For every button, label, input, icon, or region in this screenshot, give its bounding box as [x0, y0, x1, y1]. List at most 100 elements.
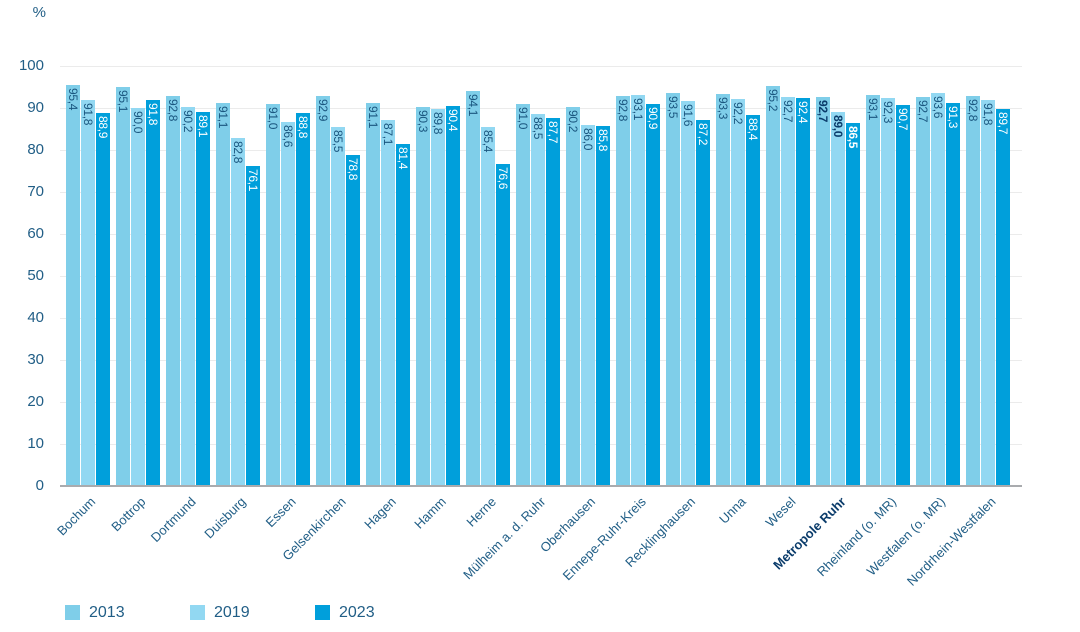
- bar-value-label: 85,4: [481, 130, 495, 153]
- bar-value-label: 91,6: [681, 104, 695, 127]
- bar-2019: 90,0: [131, 108, 145, 486]
- bar-value-label: 92,7: [916, 99, 930, 122]
- bar-value-label: 92,8: [966, 99, 980, 122]
- bar-2013: 92,7: [816, 96, 830, 486]
- bar-2023: 76,1: [246, 166, 260, 486]
- legend-label-2019: 2019: [214, 604, 250, 621]
- bar-2023: 76,6: [496, 164, 510, 486]
- bar-value-label: 76,6: [496, 167, 510, 190]
- bar-value-label: 92,3: [881, 101, 895, 124]
- bar-value-label: 91,0: [516, 106, 530, 129]
- bar-value-label: 85,5: [331, 129, 345, 153]
- bar-value-label: 78,8: [346, 158, 360, 181]
- bar-value-label: 90,2: [181, 110, 195, 133]
- bar-value-label: 92,9: [316, 98, 330, 121]
- bar-2023: 81,4: [396, 144, 410, 486]
- bar-value-label: 89,1: [196, 114, 210, 137]
- bar-value-label: 86,6: [281, 125, 295, 148]
- bar-value-label: 88,4: [746, 117, 760, 140]
- bar-2023: 90,7: [896, 105, 910, 486]
- bar-2013: 91,0: [516, 103, 530, 486]
- bar-value-label: 95,1: [116, 89, 130, 112]
- bar-value-label: 92,7: [781, 99, 795, 122]
- bar-2023: 88,4: [746, 114, 760, 486]
- legend: 2013 2019 2023: [0, 604, 1080, 626]
- bar-value-label: 92,2: [731, 101, 745, 124]
- bar-value-label: 90,7: [896, 108, 910, 131]
- bar-2019: 92,3: [881, 98, 895, 486]
- bar-value-label: 90,9: [646, 107, 660, 130]
- bar-2019: 90,2: [181, 107, 195, 486]
- bar-value-label: 93,6: [931, 95, 945, 119]
- x-axis-label: Wesel: [762, 494, 799, 530]
- bar-2013: 94,1: [466, 90, 480, 486]
- bar-value-label: 91,8: [146, 103, 160, 126]
- bar-2023: 85,8: [596, 125, 610, 486]
- bar-value-label: 92,7: [816, 99, 830, 122]
- bar-value-label: 89,7: [996, 112, 1010, 135]
- x-axis-label: Unna: [716, 494, 749, 527]
- x-axis-label: Hagen: [360, 494, 399, 532]
- bar-2019: 88,5: [531, 114, 545, 486]
- x-axis-label: Nordrhein-Westfalen: [903, 494, 999, 589]
- bar-2013: 93,5: [666, 93, 680, 486]
- bar-value-label: 86,5: [846, 125, 860, 148]
- bar-2013: 92,8: [166, 96, 180, 486]
- bar-2013: 90,3: [416, 106, 430, 486]
- bar-2013: 90,2: [566, 107, 580, 486]
- bar-value-label: 87,2: [696, 122, 710, 145]
- bar-2023: 89,7: [996, 109, 1010, 486]
- bar-2019: 93,6: [931, 92, 945, 486]
- bar-value-label: 92,4: [796, 100, 810, 124]
- bar-2023: 78,8: [346, 155, 360, 486]
- y-tick-label: 90: [27, 99, 44, 116]
- bar-value-label: 93,1: [631, 97, 645, 121]
- bar-2019: 91,8: [81, 100, 95, 486]
- bar-2019: 92,7: [781, 96, 795, 486]
- legend-swatch-2019: [190, 605, 205, 620]
- bar-2019: 91,8: [981, 100, 995, 486]
- bar-2013: 91,0: [266, 103, 280, 486]
- bar-value-label: 90,4: [446, 109, 460, 132]
- bar-2023: 88,9: [96, 112, 110, 486]
- bar-2023: 90,4: [446, 106, 460, 486]
- bar-value-label: 94,1: [466, 93, 480, 116]
- bar-2019: 82,8: [231, 138, 245, 486]
- bar-value-label: 89,8: [431, 111, 445, 134]
- bar-value-label: 76,1: [246, 169, 260, 192]
- bar-2013: 92,8: [616, 96, 630, 486]
- bar-value-label: 86,0: [581, 127, 595, 150]
- x-axis-line: [60, 485, 1022, 487]
- bar-2013: 92,9: [316, 95, 330, 486]
- y-tick-label: 50: [27, 267, 44, 284]
- legend-swatch-2013: [65, 605, 80, 620]
- bar-value-label: 90,0: [131, 111, 145, 134]
- bar-2023: 87,2: [696, 119, 710, 486]
- bar-2019: 91,6: [681, 101, 695, 486]
- bar-2019: 85,4: [481, 127, 495, 486]
- bar-2019: 86,6: [281, 122, 295, 486]
- bar-2019: 89,0: [831, 112, 845, 486]
- y-tick-label: 40: [27, 309, 44, 326]
- bar-value-label: 93,5: [666, 96, 680, 119]
- bar-2013: 93,1: [866, 94, 880, 486]
- bar-2013: 95,1: [116, 86, 130, 486]
- bar-value-label: 91,8: [981, 103, 995, 126]
- bar-value-label: 89,0: [831, 115, 845, 138]
- y-tick-label: 0: [35, 477, 44, 494]
- gridline: [60, 66, 1022, 67]
- bar-2013: 93,3: [716, 94, 730, 486]
- bar-2019: 85,5: [331, 126, 345, 486]
- bar-value-label: 91,3: [946, 105, 960, 128]
- x-axis-label: Essen: [262, 494, 299, 531]
- y-tick-label: 80: [27, 141, 44, 158]
- legend-label-2013: 2013: [89, 604, 125, 621]
- bar-value-label: 93,3: [716, 97, 730, 120]
- bar-value-label: 90,3: [416, 109, 430, 132]
- y-tick-label: 10: [27, 435, 44, 452]
- bar-2023: 86,5: [846, 122, 860, 486]
- bar-2013: 92,7: [916, 96, 930, 486]
- bar-value-label: 95,4: [66, 88, 80, 111]
- bar-2019: 86,0: [581, 124, 595, 486]
- bar-value-label: 88,9: [96, 115, 110, 138]
